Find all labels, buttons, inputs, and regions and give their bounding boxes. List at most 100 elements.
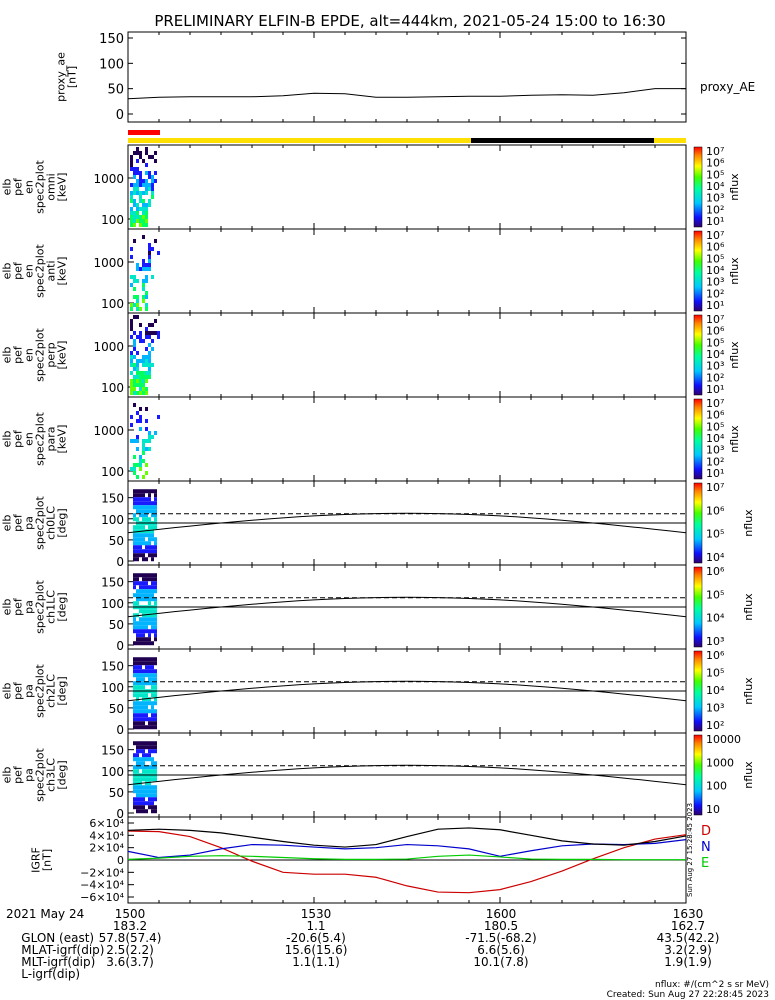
y-axis-label-igrf: IGRF[nT] xyxy=(30,847,54,873)
spectrogram-cell xyxy=(148,745,151,750)
spectrogram-cell xyxy=(133,215,136,219)
spectrogram-cell xyxy=(133,805,136,810)
spectrogram-cell xyxy=(142,459,145,463)
spectrogram-cell xyxy=(151,765,154,770)
spectrogram-cell xyxy=(130,467,133,471)
spectrogram-cell xyxy=(139,391,142,395)
spectrogram-cell xyxy=(148,553,151,558)
spectrogram-cell xyxy=(148,721,151,726)
spectrogram-cell xyxy=(142,513,145,518)
spectrogram-cell xyxy=(154,541,157,546)
spectrogram-cell xyxy=(139,533,142,538)
spectrogram-cell xyxy=(148,199,151,203)
spectrogram-cell xyxy=(130,439,133,443)
colorbar-tick-label: 10⁵ xyxy=(706,420,724,433)
y-axis-label-proxy-ae: proxy_ae[nT] xyxy=(55,52,79,102)
spectrogram-cell xyxy=(136,757,139,762)
colorbar-tick-label: 10⁷ xyxy=(706,481,724,494)
spectrogram-cell xyxy=(139,573,142,578)
colorbar-tick-label: 10⁶ xyxy=(706,409,725,422)
spectrogram-cell xyxy=(139,383,142,387)
spectrogram-cell xyxy=(145,609,148,614)
spectrogram-cell xyxy=(151,553,154,558)
spectrogram-cell xyxy=(148,517,151,522)
spectrogram-cell xyxy=(145,497,148,502)
spectrogram-cell xyxy=(142,629,145,634)
y-axis-label-line: pef xyxy=(12,345,25,364)
spectrogram-cell xyxy=(148,375,151,379)
spectrogram-cell xyxy=(151,505,154,510)
spectrogram-cell xyxy=(139,669,142,674)
spectrogram-cell xyxy=(133,463,136,467)
ephem-label: MLAT-igrf(dip) xyxy=(21,943,105,957)
spectrogram-cell xyxy=(142,439,145,443)
spectrogram-cell xyxy=(142,541,145,546)
spectrogram-cell xyxy=(145,387,148,391)
spectrogram-cell xyxy=(136,597,139,602)
spectrogram-cell xyxy=(133,331,136,335)
colorbar-ch2LC xyxy=(693,650,703,732)
spectrogram-cell xyxy=(133,525,136,530)
spectrogram-cell xyxy=(145,641,148,646)
colorbar-tick-label: 10² xyxy=(706,455,724,468)
spectrogram-cell xyxy=(136,363,139,367)
spectrogram-cell xyxy=(130,383,133,387)
spectrogram-cell xyxy=(145,697,148,702)
colorbar-label: nflux xyxy=(742,509,755,537)
spectrogram-cell xyxy=(151,593,154,598)
spectrogram-cell xyxy=(133,629,136,634)
y-axis-label-line: pef xyxy=(12,513,25,532)
spectrogram-cell xyxy=(133,501,136,506)
y-axis-label-line: para xyxy=(45,427,58,452)
spectrogram-cell xyxy=(142,557,145,562)
spectrogram-cell xyxy=(133,621,136,626)
spectrogram-cell xyxy=(154,721,157,726)
panel-frame-para xyxy=(127,396,687,482)
spectrogram-cell xyxy=(133,753,136,758)
spectrogram-cell xyxy=(133,789,136,794)
y-tick-label: 1000 xyxy=(93,172,124,186)
spectrogram-cell xyxy=(130,335,133,339)
spectrogram-cell xyxy=(148,497,151,502)
spectrogram-cell xyxy=(148,541,151,546)
spectrogram-cell xyxy=(133,529,136,534)
y-axis-label-line: [deg] xyxy=(56,676,69,705)
spectrogram-cell xyxy=(139,749,142,754)
spectrogram-cell xyxy=(142,489,145,494)
spectrogram-cell xyxy=(139,797,142,802)
spectrogram-cell xyxy=(133,275,136,279)
y-axis-label-line: spec2plot xyxy=(34,496,47,550)
spectrogram-cell xyxy=(154,717,157,722)
spectrogram-cell xyxy=(145,331,148,335)
spectrogram-cell xyxy=(151,573,154,578)
colorbar-tick-label: 10⁴ xyxy=(706,684,725,697)
spectrogram-cell xyxy=(151,525,154,530)
spectrogram-cell xyxy=(139,387,142,391)
spectrogram-cell xyxy=(145,629,148,634)
colorbar-tick-label: 10⁴ xyxy=(706,264,725,277)
spectrogram-cell xyxy=(133,657,136,662)
spectrogram-cell xyxy=(139,801,142,806)
spectrogram-cell xyxy=(133,151,136,155)
y-axis-label-line: spec2plot xyxy=(34,580,47,634)
spectrogram-cell xyxy=(145,427,148,431)
spectrogram-cell xyxy=(154,661,157,666)
spectrogram-cell xyxy=(145,557,148,562)
spectrogram-cell xyxy=(136,211,139,215)
spectrogram-cell xyxy=(151,323,154,327)
spectrogram-cell xyxy=(148,749,151,754)
spectrogram-cell xyxy=(133,669,136,674)
spectrogram-cell xyxy=(148,665,151,670)
colorbar-tick-label: 10³ xyxy=(706,635,724,648)
spectrogram-cell xyxy=(136,657,139,662)
y-axis-label-line: IGRF xyxy=(30,847,43,873)
spectrogram-cell xyxy=(154,769,157,774)
spectrogram-cell xyxy=(142,657,145,662)
spectrogram-cell xyxy=(145,163,148,167)
spectrogram-cell xyxy=(136,761,139,766)
spectrogram-cell xyxy=(148,263,151,267)
y-tick-label: 0 xyxy=(116,639,124,653)
spectrogram-cell xyxy=(145,347,148,351)
spectrogram-cell xyxy=(139,637,142,642)
spectrogram-cell xyxy=(136,191,139,195)
